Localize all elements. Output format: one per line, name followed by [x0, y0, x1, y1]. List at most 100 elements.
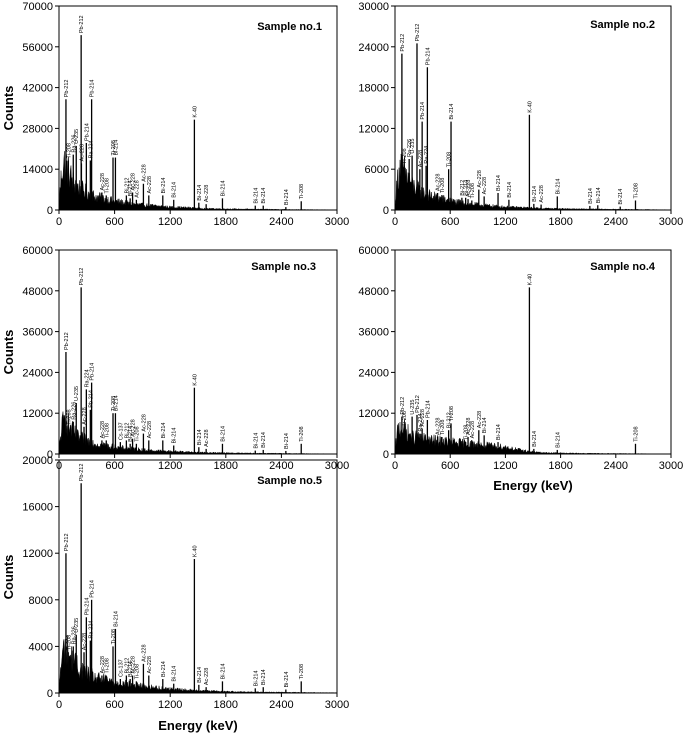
peak-label: Ra-224 — [418, 414, 424, 432]
y-axis-label: Counts — [1, 555, 16, 600]
y-tick-label: 16000 — [22, 502, 53, 514]
peak-label: Ti-208 — [464, 425, 470, 440]
peak-label: Bi-214 — [532, 431, 538, 447]
peak-label: Pb-212 — [415, 395, 421, 413]
peak-label: Pb-214 — [88, 390, 94, 408]
peak-label: Bi-214 — [161, 422, 167, 438]
y-tick-label: 48000 — [358, 286, 389, 298]
y-tick-label: 0 — [47, 205, 53, 217]
peak-label: Pb-214 — [90, 580, 96, 598]
y-tick-label: 0 — [383, 449, 389, 461]
peak-label: U-235 — [74, 386, 80, 401]
y-tick-label: 12000 — [22, 548, 53, 560]
y-tick-label: 30000 — [358, 1, 389, 13]
y-tick-label: 0 — [47, 688, 53, 700]
peak-label: Ra-224 — [88, 140, 94, 158]
peak-label: Ti-208 — [104, 423, 110, 438]
x-tick-label: 0 — [56, 699, 62, 711]
x-tick-label: 1800 — [214, 216, 238, 228]
x-tick-label: 1800 — [214, 460, 238, 472]
peak-label: Ac-228 — [482, 177, 488, 194]
peak-label: Ti-208 — [111, 140, 117, 155]
peak-label: K-40 — [192, 545, 198, 557]
y-tick-label: 48000 — [22, 286, 53, 298]
peak-label: Cs-137 — [118, 422, 124, 440]
x-tick-label: 0 — [392, 460, 398, 472]
peak-label: Ac-228 — [131, 656, 137, 673]
peak-label: Ti-208 — [402, 411, 408, 426]
peak-label: Ac-228 — [204, 185, 210, 202]
peak-label: Pb-214 — [84, 123, 90, 141]
y-tick-label: 28000 — [22, 123, 53, 135]
peak-label: Ti-208 — [449, 406, 455, 421]
panel-sample-4: Sample no.4 Pb-212Ti-208U-235Pb-212Ra-22… — [358, 245, 683, 472]
x-tick-label: 1200 — [158, 699, 182, 711]
peak-label: Bi-214 — [220, 426, 226, 442]
x-axis-label: Energy (keV) — [493, 478, 572, 493]
y-tick-label: 60000 — [22, 245, 53, 257]
peak-label: Ra-226 — [71, 626, 77, 644]
spectrum-group — [58, 287, 338, 455]
peak-label: Bi-214 — [496, 175, 502, 191]
y-tick-label: 24000 — [358, 367, 389, 379]
x-tick-label: 0 — [392, 216, 398, 228]
peak-label: Ac-228 — [418, 150, 424, 167]
peak-label: Pb-214 — [90, 363, 96, 381]
peak-label: Bi-214 — [496, 424, 502, 440]
peak-label: Pb-212 — [64, 80, 70, 98]
peak-label: U-235 — [74, 129, 80, 144]
peak-label: Bi-214 — [197, 185, 203, 201]
peak-label: Ac-228 — [82, 407, 88, 424]
x-tick-label: 3000 — [325, 699, 349, 711]
peak-label: Ti-208 — [299, 184, 305, 199]
peak-label: Bi-214 — [261, 432, 267, 448]
x-tick-label: 1200 — [158, 216, 182, 228]
peak-label: Ra-224 — [88, 621, 94, 639]
axes-group: 0 600 1200 1800 2400 3000 0 14000 28000 42000 5600… — [22, 1, 349, 228]
peak-label: Bi-214 — [555, 178, 561, 194]
peak-label: Ac-228 — [131, 173, 137, 190]
y-tick-label: 24000 — [22, 367, 53, 379]
peak-label: Bi-214 — [253, 188, 259, 204]
panel-title: Sample no.1 — [257, 21, 322, 33]
y-tick-label: 12000 — [22, 408, 53, 420]
peak-label: Ti-208 — [299, 426, 305, 441]
peak-label: K-40 — [527, 101, 533, 113]
peak-label: Pb-212 — [79, 15, 85, 33]
peak-label: Ti-208 — [104, 178, 110, 193]
peak-label: Ac-228 — [141, 644, 147, 661]
peak-label: Pb-214 — [425, 400, 431, 418]
peak-label: Ac-228 — [141, 164, 147, 181]
peak-label: Ac-228 — [141, 414, 147, 431]
peak-label: Bi-214 — [449, 104, 455, 120]
peak-label: Ac-228 — [466, 418, 472, 435]
y-tick-label: 4000 — [29, 641, 53, 653]
peak-label: K-40 — [527, 274, 533, 286]
peak-label: Bi-214 — [128, 426, 134, 442]
y-tick-label: 36000 — [358, 327, 389, 339]
peak-label: Pb-214 — [420, 102, 426, 120]
peak-label: Ac-228 — [436, 418, 442, 435]
peak-label: Ti-208 — [440, 420, 446, 435]
x-tick-label: 2400 — [604, 216, 628, 228]
y-tick-label: 8000 — [29, 595, 53, 607]
peak-label: Ti-208 — [111, 396, 117, 411]
peak-label: Ti-208 — [633, 426, 639, 441]
peak-label: Pb-212 — [64, 332, 70, 350]
x-tick-label: 1800 — [548, 216, 572, 228]
peak-label: Bi-212 — [447, 412, 453, 428]
peak-label: Ac-228 — [477, 170, 483, 187]
peak-label: Bi-214 — [596, 187, 602, 203]
peak-label: Pb-212 — [79, 464, 85, 482]
axes-group: 0 600 1200 1800 2400 3000 0 4000 8000 12000 16000 2… — [22, 455, 349, 711]
peak-label: Ti-208 — [66, 635, 72, 650]
peak-label: Bi-214 — [555, 432, 561, 448]
spectrum-group — [394, 43, 672, 211]
peak-label: Ac-228 — [539, 185, 545, 202]
peak-label: Ra-224 — [424, 146, 430, 164]
peak-label: Ti-208 — [447, 152, 453, 167]
y-tick-label: 18000 — [358, 83, 389, 95]
peak-label: U-235 — [74, 618, 80, 633]
